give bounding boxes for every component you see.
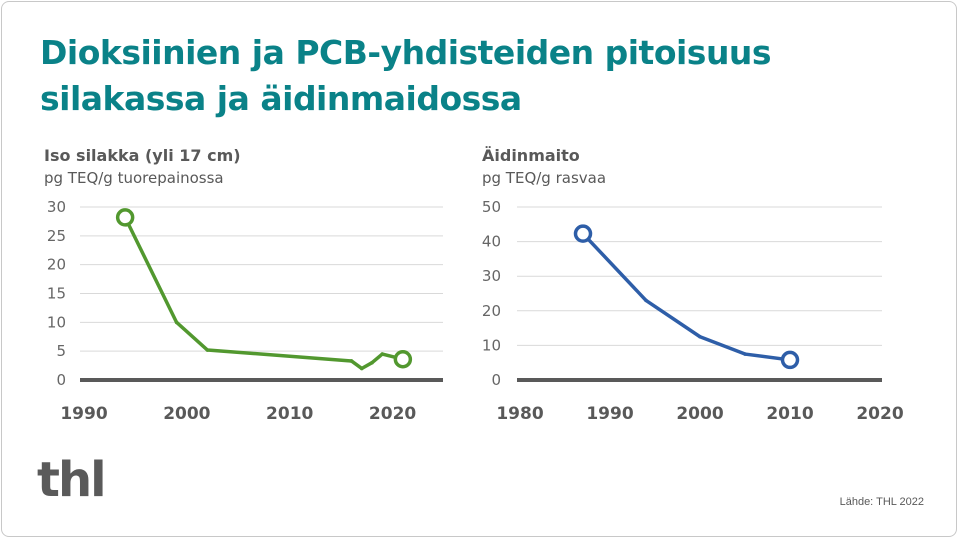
- data-point: [370, 360, 374, 365]
- left-chart-unit: pg TEQ/g tuorepainossa: [44, 169, 224, 187]
- data-point: [780, 350, 800, 370]
- data-point: [644, 298, 648, 303]
- x-tick-label: 2010: [266, 404, 313, 424]
- data-point: [349, 359, 354, 363]
- x-tick-label: 2010: [766, 404, 813, 424]
- left-chart-title: Iso silakka (yli 17 cm): [44, 146, 241, 165]
- y-tick-label: 10: [482, 336, 501, 354]
- right-chart-title: Äidinmaito: [482, 146, 580, 165]
- data-point: [393, 349, 413, 369]
- data-point: [573, 224, 593, 243]
- data-point: [698, 334, 702, 339]
- data-point: [174, 320, 179, 325]
- y-tick-label: 40: [482, 233, 501, 251]
- right-chart-header: Äidinmaito pg TEQ/g rasvaa: [482, 145, 606, 189]
- x-tick-label: 2020: [856, 404, 903, 424]
- left-chart-header: Iso silakka (yli 17 cm) pg TEQ/g tuorepa…: [44, 145, 241, 189]
- right-chart-unit: pg TEQ/g rasvaa: [482, 169, 607, 187]
- x-tick-label: 1990: [60, 404, 107, 424]
- y-tick-label: 20: [482, 302, 501, 320]
- x-tick-label: 2000: [676, 404, 723, 424]
- y-tick-label: 30: [482, 267, 501, 285]
- x-tick-label: 1980: [496, 404, 543, 424]
- data-point: [743, 352, 747, 356]
- data-point: [359, 366, 364, 371]
- y-tick-label: 10: [47, 313, 66, 331]
- data-point: [115, 208, 135, 227]
- y-tick-label: 0: [56, 371, 66, 389]
- page-title: Dioksiinien ja PCB-yhdisteiden pitoisuus…: [40, 33, 772, 118]
- y-tick-label: 5: [56, 342, 66, 360]
- y-tick-label: 20: [47, 256, 66, 274]
- source-note: Lähde: THL 2022: [839, 496, 924, 508]
- series-line: [123, 216, 404, 371]
- y-tick-label: 30: [47, 198, 66, 216]
- y-tick-label: 0: [491, 371, 501, 389]
- data-point: [205, 348, 210, 352]
- y-tick-label: 15: [47, 285, 66, 303]
- y-tick-label: 25: [47, 227, 66, 245]
- data-point: [380, 352, 385, 356]
- thl-logo: thl: [37, 452, 107, 508]
- y-tick-label: 50: [482, 198, 501, 216]
- x-tick-label: 1990: [586, 404, 633, 424]
- x-tick-label: 2020: [369, 404, 416, 424]
- x-tick-label: 2000: [163, 404, 210, 424]
- series-line: [581, 232, 791, 362]
